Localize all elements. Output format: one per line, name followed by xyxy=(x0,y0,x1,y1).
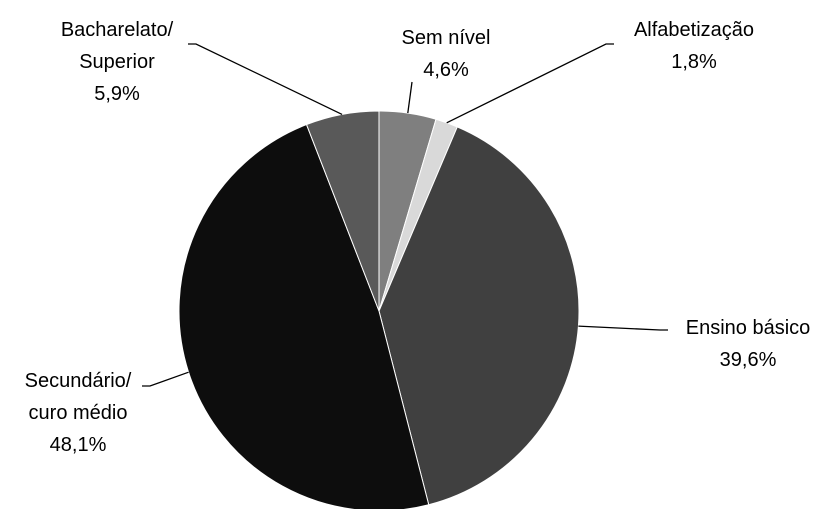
leader-line-sem-nivel xyxy=(407,81,413,114)
slice-label-sem-nivel: Sem nível xyxy=(402,27,491,49)
leader-line-bacharelato xyxy=(188,43,343,115)
pie-slices xyxy=(178,110,580,509)
pie-slice-bacharelato xyxy=(305,110,380,312)
slice-label-ensino-basico: Ensino básico xyxy=(686,317,811,339)
slice-label-bacharelato-line2: Superior xyxy=(79,51,155,73)
leader-lines xyxy=(142,43,668,387)
slice-label-secundario-line1: Secundário/ xyxy=(25,370,132,392)
slice-value-sem-nivel: 4,6% xyxy=(423,59,469,81)
leader-line-ensino-basico xyxy=(578,325,668,331)
leader-line-alfabetizacao xyxy=(446,43,614,124)
pie-slice-ensino-basico xyxy=(378,126,580,506)
slice-label-secundario-line2: curo médio xyxy=(29,402,128,424)
slice-value-alfabetizacao: 1,8% xyxy=(671,51,717,73)
slice-label-alfabetizacao: Alfabetização xyxy=(634,19,754,41)
slice-value-secundario: 48,1% xyxy=(50,434,107,456)
slice-value-ensino-basico: 39,6% xyxy=(720,349,777,371)
slice-value-bacharelato: 5,9% xyxy=(94,83,140,105)
slice-label-bacharelato-line1: Bacharelato/ xyxy=(61,19,174,41)
leader-line-secundario xyxy=(142,371,189,387)
